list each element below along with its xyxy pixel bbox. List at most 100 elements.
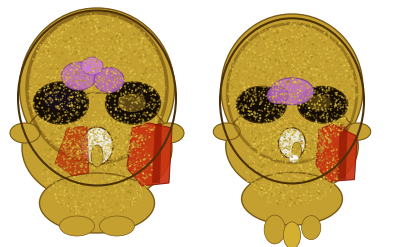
Point (112, 135, 118, 139)
Point (47, 96, 53, 100)
Point (297, 24, 304, 28)
Point (98, 68, 104, 72)
Point (74, 42, 80, 46)
Point (82, 79, 88, 83)
Point (158, 98, 165, 102)
Point (71, 129, 77, 133)
Point (76, 157, 82, 161)
Point (59, 135, 66, 139)
Point (258, 98, 264, 102)
Point (284, 160, 291, 164)
Point (265, 74, 271, 78)
Point (283, 171, 290, 175)
Point (281, 150, 288, 154)
Point (288, 124, 295, 127)
Point (73, 72, 80, 76)
Point (354, 93, 360, 97)
Point (317, 149, 323, 153)
Point (293, 56, 299, 60)
Point (312, 67, 319, 71)
Point (84, 141, 90, 145)
Point (333, 60, 339, 63)
Point (112, 161, 118, 165)
Point (61, 167, 68, 171)
Point (81, 59, 87, 63)
Point (52, 43, 58, 47)
Point (331, 56, 337, 60)
Point (296, 26, 302, 30)
Point (60, 29, 66, 33)
Point (125, 166, 131, 170)
Point (277, 135, 283, 139)
Point (323, 85, 329, 89)
Point (303, 130, 310, 134)
Point (31, 93, 37, 97)
Point (287, 97, 294, 101)
Point (72, 17, 78, 21)
Point (299, 57, 306, 61)
Point (136, 62, 143, 65)
Point (247, 130, 253, 134)
Point (114, 194, 121, 198)
Point (113, 94, 119, 98)
Point (270, 139, 277, 143)
Point (84, 179, 90, 183)
Point (76, 134, 82, 138)
Point (314, 153, 321, 157)
Point (329, 62, 336, 66)
Point (340, 45, 346, 49)
Point (331, 44, 337, 48)
Point (333, 127, 339, 131)
Point (297, 53, 303, 57)
Point (275, 75, 281, 79)
Point (67, 48, 73, 52)
Point (67, 153, 73, 157)
Point (84, 201, 90, 205)
Point (152, 99, 158, 103)
Point (69, 184, 76, 187)
Point (118, 208, 125, 212)
Point (132, 148, 139, 152)
Point (310, 189, 317, 193)
Point (74, 151, 80, 155)
Point (292, 128, 298, 132)
Point (266, 143, 272, 147)
Point (102, 130, 109, 134)
Point (88, 122, 95, 126)
Point (62, 136, 69, 140)
Point (251, 111, 258, 115)
Point (269, 148, 275, 152)
Point (245, 162, 252, 166)
Point (307, 193, 314, 197)
Point (111, 137, 117, 141)
Point (228, 98, 234, 102)
Point (235, 110, 241, 114)
Point (159, 90, 165, 94)
Point (84, 34, 90, 38)
Point (87, 27, 93, 31)
Point (263, 135, 269, 139)
Point (48, 139, 54, 143)
Point (118, 63, 125, 67)
Point (319, 63, 325, 67)
Point (87, 150, 93, 154)
Point (241, 98, 247, 102)
Point (88, 207, 95, 211)
Point (83, 134, 89, 138)
Point (305, 48, 312, 52)
Point (258, 173, 265, 177)
Point (68, 128, 74, 132)
Point (133, 134, 139, 138)
Point (74, 128, 81, 132)
Point (69, 54, 75, 58)
Point (287, 106, 293, 110)
Point (322, 190, 328, 194)
Point (79, 165, 85, 168)
Point (339, 128, 345, 132)
Point (106, 157, 112, 161)
Point (317, 27, 323, 31)
Point (276, 49, 282, 53)
Point (130, 22, 137, 26)
Point (113, 107, 119, 111)
Point (267, 47, 273, 51)
